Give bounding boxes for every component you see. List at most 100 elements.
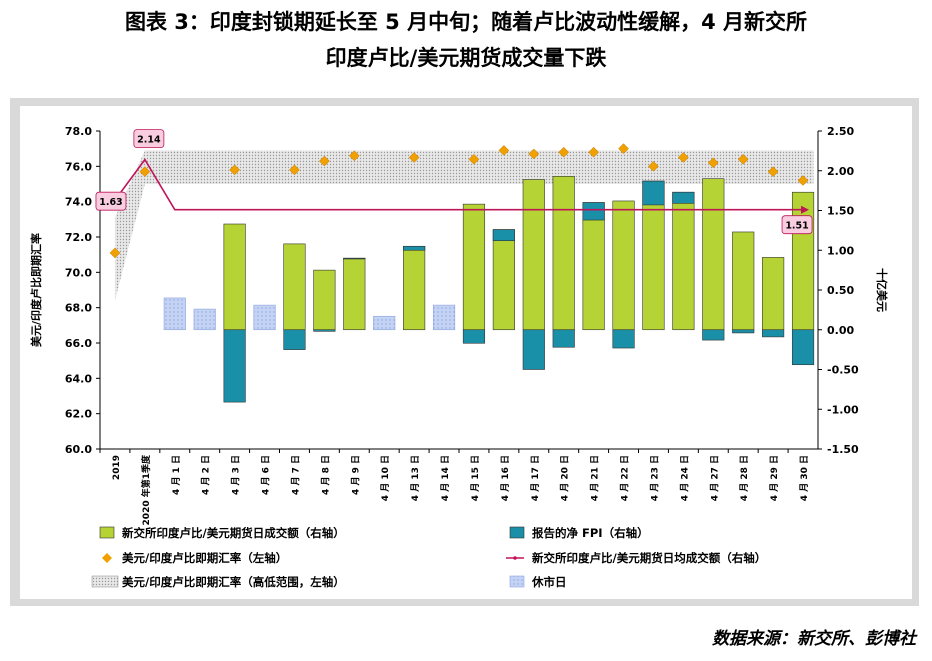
volume-bar bbox=[313, 269, 336, 331]
x-axis-tick-label: 4 月 23 日 bbox=[649, 455, 660, 501]
avg-volume-line bbox=[114, 158, 804, 211]
legend-label: 新交所印度卢比/美元期货日成交额（右轴） bbox=[122, 526, 345, 540]
legend-swatch-rate bbox=[102, 553, 112, 563]
right-axis-tick-label: -0.50 bbox=[827, 364, 859, 377]
rate-marker bbox=[468, 153, 480, 165]
data-label-layer: 1.63 2.14 1.51 bbox=[95, 129, 813, 235]
x-axis-tick-label: 4 月 28 日 bbox=[739, 455, 750, 501]
right-axis-tick-label: 0.00 bbox=[827, 324, 854, 337]
rate-marker bbox=[109, 247, 121, 259]
legend-swatch-line-dot bbox=[513, 556, 517, 560]
x-axis-tick-label: 4 月 2 日 bbox=[201, 455, 212, 495]
chart-panel: 78.0 76.0 74.0 72.0 70.0 68.0 66.0 64.0 62.0 60.0… bbox=[20, 106, 912, 599]
rate-marker bbox=[558, 146, 570, 158]
rate-marker bbox=[348, 150, 360, 162]
x-axis-tick-label: 4 月 10 日 bbox=[380, 455, 391, 501]
x-axis-tick-label: 4 月 21 日 bbox=[590, 455, 601, 501]
right-axis-tick-label: -1.00 bbox=[827, 403, 859, 416]
x-axis-tick-label: 4 月 22 日 bbox=[620, 455, 631, 501]
volume-bar bbox=[462, 203, 486, 331]
left-axis-tick-label: 72.0 bbox=[65, 231, 92, 244]
fpi-bar bbox=[403, 245, 426, 251]
holiday-bar bbox=[432, 304, 456, 331]
legend-item: 报告的净 FPI（右轴） bbox=[509, 526, 649, 540]
axes-layer: 78.0 76.0 74.0 72.0 70.0 68.0 66.0 64.0 62.0 60.0… bbox=[29, 125, 889, 525]
legend: 新交所印度卢比/美元期货日成交额（右轴） 报告的净 FPI（右轴） 美元/印度卢比即… bbox=[91, 526, 766, 589]
fpi-bar bbox=[732, 329, 755, 334]
right-axis-tick-label: 2.00 bbox=[827, 165, 854, 178]
x-axis-tick-label: 4 月 9 日 bbox=[350, 455, 361, 495]
x-axis-tick-label: 4 月 17 日 bbox=[530, 455, 541, 501]
rate-marker bbox=[319, 155, 330, 167]
left-axis-tick-label: 62.0 bbox=[65, 408, 92, 421]
left-axis-tick-label: 64.0 bbox=[65, 372, 92, 385]
rate-marker bbox=[648, 160, 659, 172]
rate-marker bbox=[618, 143, 629, 155]
rate-marker bbox=[588, 146, 599, 158]
rate-marker bbox=[707, 157, 719, 169]
legend-label: 休市日 bbox=[531, 575, 567, 589]
x-axis-tick-label: 4 月 14 日 bbox=[440, 455, 451, 501]
avg-line-arrow bbox=[801, 205, 810, 214]
rate-marker-layer bbox=[109, 143, 809, 259]
legend-label: 报告的净 FPI（右轴） bbox=[532, 526, 649, 540]
fpi-bar bbox=[672, 191, 695, 204]
avg-data-label-box bbox=[781, 215, 813, 235]
legend-swatch-band bbox=[91, 575, 119, 588]
volume-bar bbox=[403, 245, 426, 331]
legend-swatch-fpi bbox=[509, 526, 525, 539]
range-band-area bbox=[114, 150, 814, 301]
legend-label: 美元/印度卢比即期汇率（高低范围，左轴） bbox=[122, 575, 345, 589]
chart-title-line1: 图表 3：印度封锁期延长至 5 月中旬；随着卢比波动性缓解，4 月新交所 bbox=[124, 10, 808, 34]
right-axis-tick-label: 1.00 bbox=[827, 244, 854, 257]
volume-bar bbox=[582, 202, 605, 331]
left-axis-tick-label: 76.0 bbox=[65, 160, 92, 173]
x-axis-tick-label: 4 月 24 日 bbox=[679, 455, 690, 501]
source-note: 数据来源：新交所、彭博社 bbox=[712, 629, 916, 649]
right-axis-label: 十亿美元 bbox=[875, 268, 889, 312]
rate-marker bbox=[767, 166, 779, 177]
fpi-bar bbox=[283, 329, 306, 350]
holiday-bar bbox=[163, 297, 186, 331]
x-axis-tick-label: 2019 bbox=[112, 455, 122, 480]
right-axis-tick-label: 2.50 bbox=[827, 125, 854, 138]
x-axis-tick-label: 4 月 29 日 bbox=[769, 455, 780, 501]
fpi-bar bbox=[791, 329, 815, 366]
legend-item: 美元/印度卢比即期汇率（左轴） bbox=[102, 551, 287, 565]
fpi-bar bbox=[492, 229, 515, 242]
rate-marker bbox=[408, 152, 420, 163]
x-axis-tick-label: 4 月 27 日 bbox=[709, 455, 720, 501]
fpi-bar bbox=[552, 329, 575, 348]
volume-bar bbox=[791, 191, 815, 331]
bars-layer bbox=[163, 176, 815, 403]
volume-bar bbox=[522, 179, 545, 331]
fpi-bar bbox=[702, 329, 725, 341]
volume-bar bbox=[612, 200, 635, 331]
volume-bar bbox=[552, 176, 575, 331]
legend-label: 新交所印度卢比/美元期货日均成交额（右轴） bbox=[532, 551, 766, 565]
fpi-bar bbox=[612, 329, 635, 349]
avg-line-layer bbox=[114, 158, 810, 214]
x-axis-tick-label: 4 月 30 日 bbox=[799, 455, 810, 501]
left-axis-tick-label: 66.0 bbox=[65, 337, 92, 350]
volume-bar bbox=[672, 191, 695, 331]
fpi-bar bbox=[762, 329, 785, 338]
x-axis-tick-label: 4 月 20 日 bbox=[560, 455, 571, 501]
volume-bar bbox=[223, 223, 246, 331]
avg-data-label: 2.14 bbox=[137, 135, 161, 146]
rate-marker bbox=[528, 148, 540, 160]
legend-item: 美元/印度卢比即期汇率（高低范围，左轴） bbox=[91, 575, 345, 589]
rate-marker bbox=[678, 152, 689, 163]
legend-item: 新交所印度卢比/美元期货日成交额（右轴） bbox=[99, 526, 345, 540]
rate-marker bbox=[289, 164, 300, 176]
x-axis-tick-label: 2020 年第1季度 bbox=[140, 454, 152, 525]
left-axis-tick-label: 60.0 bbox=[65, 443, 92, 456]
left-axis-tick-label: 68.0 bbox=[65, 302, 92, 315]
left-axis-label: 美元/印度卢比即期汇率 bbox=[29, 233, 43, 347]
avg-data-label-box bbox=[95, 191, 127, 211]
fpi-bar bbox=[582, 202, 605, 221]
x-axis-tick-label: 4 月 16 日 bbox=[500, 455, 511, 501]
legend-item: 休市日 bbox=[509, 575, 567, 589]
rate-marker bbox=[797, 175, 809, 186]
rate-marker bbox=[737, 153, 749, 165]
